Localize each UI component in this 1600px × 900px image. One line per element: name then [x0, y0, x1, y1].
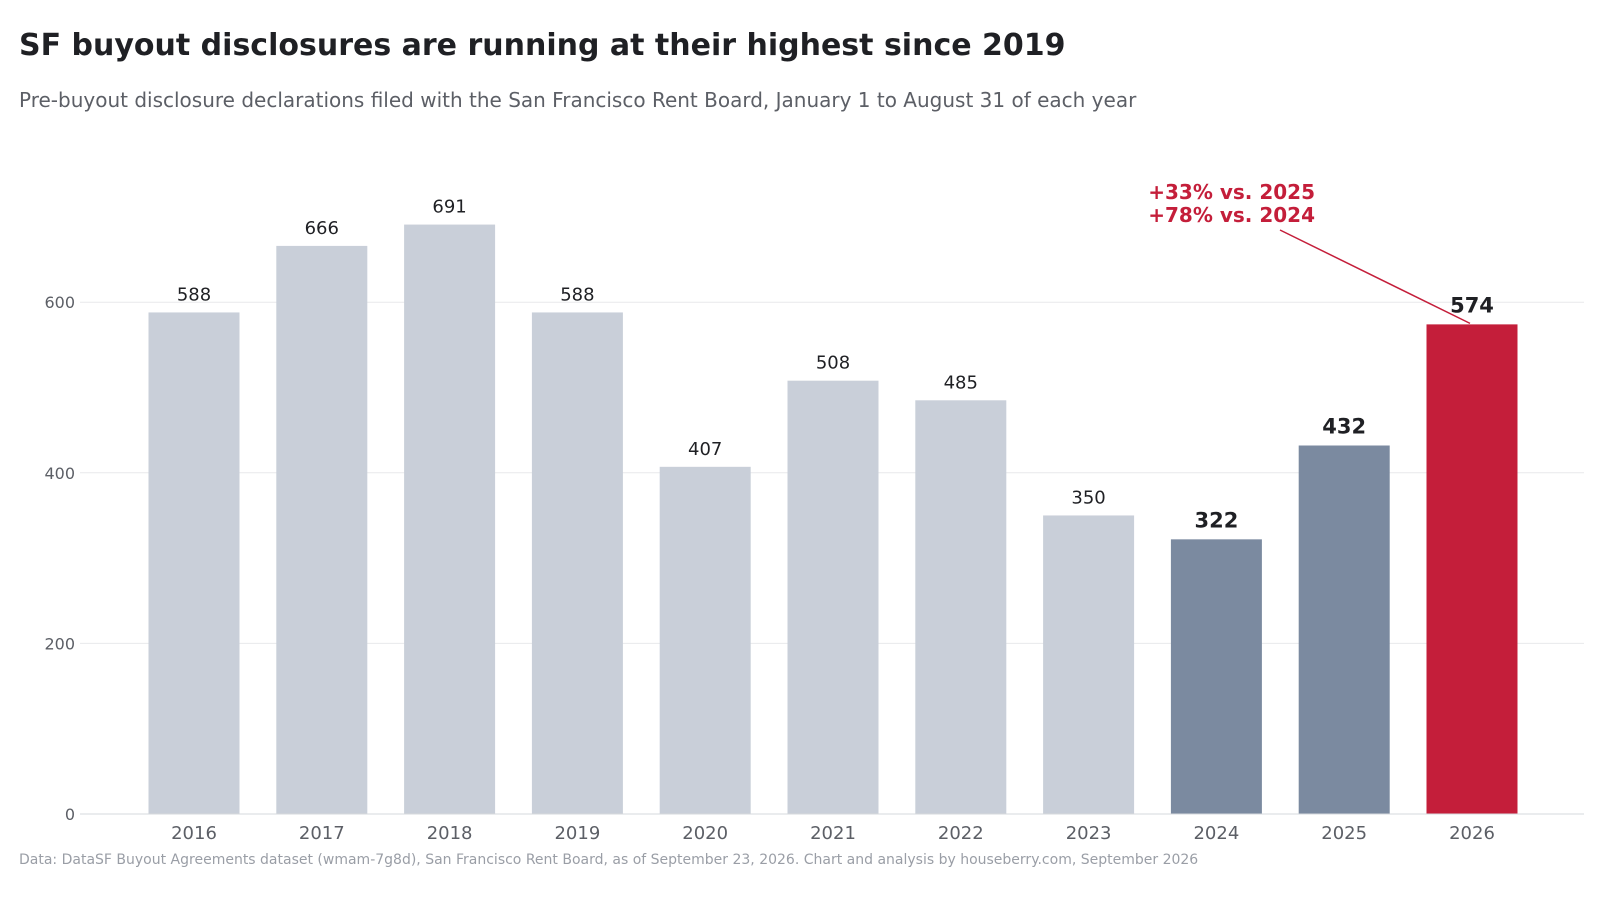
bar-2024 — [1170, 539, 1262, 814]
value-label-2020: 407 — [688, 439, 722, 460]
bar-2023 — [1043, 515, 1135, 814]
chart-subtitle: Pre-buyout disclosure declarations filed… — [19, 88, 1137, 112]
value-label-2018: 691 — [432, 197, 466, 218]
bar-2022 — [915, 400, 1007, 814]
x-tick-label-2023: 2023 — [1066, 823, 1112, 844]
value-labels: 588 666 691 588 407 508 485 350 322 432 574 — [177, 197, 1494, 533]
x-tick-label-2016: 2016 — [171, 823, 217, 844]
x-tick-label-2018: 2018 — [427, 823, 473, 844]
source-footnote: Data: DataSF Buyout Agreements dataset (… — [19, 852, 1199, 868]
value-label-2021: 508 — [816, 353, 850, 374]
x-tick-label-2019: 2019 — [554, 823, 600, 844]
y-axis: 0 200 400 600 — [44, 293, 75, 824]
x-tick-label-2024: 2024 — [1193, 823, 1239, 844]
y-tick-label: 600 — [44, 293, 75, 312]
y-tick-label: 200 — [44, 634, 75, 653]
x-tick-label-2026: 2026 — [1449, 823, 1495, 844]
value-label-2022: 485 — [944, 372, 978, 393]
x-axis: 2016 2017 2018 2019 2020 2021 2022 2023 2024 2025… — [80, 813, 1584, 844]
annotation: +33% vs. 2025+78% vs. 2024 — [1148, 180, 1471, 325]
x-tick-label-2017: 2017 — [299, 823, 345, 844]
y-tick-label: 400 — [44, 464, 75, 483]
bar-2026 — [1426, 324, 1518, 814]
value-label-2024: 322 — [1194, 508, 1238, 532]
bar-2025 — [1298, 445, 1390, 814]
chart-title: SF buyout disclosures are running at the… — [19, 28, 1066, 63]
annotation-line-1: +33% vs. 2025 — [1148, 180, 1315, 204]
bar-2021 — [787, 380, 879, 814]
value-label-2023: 350 — [1071, 487, 1105, 508]
y-tick-label: 0 — [65, 805, 75, 824]
bar-2016 — [148, 312, 240, 814]
bar-2019 — [531, 312, 623, 814]
value-label-2016: 588 — [177, 284, 211, 305]
value-label-2019: 588 — [560, 284, 594, 305]
annotation-connector — [1279, 229, 1471, 325]
x-tick-label-2021: 2021 — [810, 823, 856, 844]
bars — [148, 224, 1518, 815]
value-label-2017: 666 — [305, 218, 339, 239]
bar-2020 — [659, 466, 751, 814]
bar-2018 — [404, 224, 496, 814]
value-label-2026: 574 — [1450, 293, 1494, 317]
x-tick-label-2025: 2025 — [1321, 823, 1367, 844]
x-tick-label-2020: 2020 — [682, 823, 728, 844]
x-tick-label-2022: 2022 — [938, 823, 984, 844]
value-label-2025: 432 — [1322, 415, 1366, 439]
bar-2017 — [276, 245, 368, 815]
annotation-line-2: +78% vs. 2024 — [1148, 203, 1315, 227]
